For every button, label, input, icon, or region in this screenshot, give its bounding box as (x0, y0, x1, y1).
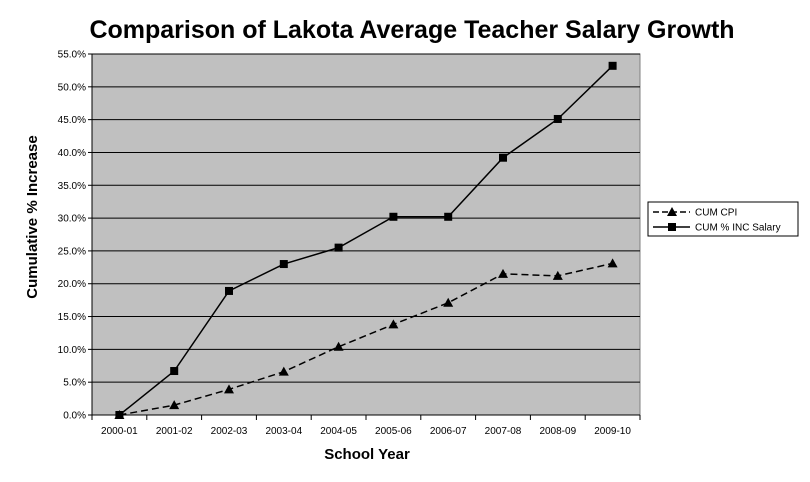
data-point (499, 153, 507, 162)
x-axis-title: School Year (324, 446, 410, 463)
data-point (389, 212, 398, 221)
data-point (115, 411, 124, 419)
data-point (169, 400, 180, 410)
data-point (224, 384, 234, 394)
legend-marker (668, 223, 676, 231)
y-tick-label: 15.0% (58, 312, 86, 323)
data-point (333, 341, 344, 351)
x-tick-label: 2003-04 (265, 426, 302, 437)
data-point (444, 212, 453, 221)
gridlines (92, 53, 640, 383)
data-point (278, 366, 289, 376)
legend-label: CUM % INC Salary (695, 223, 781, 234)
y-tick-label: 5.0% (63, 378, 86, 389)
x-tick-label: 2004-05 (320, 426, 357, 437)
data-point (170, 367, 179, 376)
data-point (279, 260, 288, 269)
data-point (607, 258, 618, 268)
y-tick-label: 45.0% (58, 115, 86, 126)
data-point (334, 243, 343, 252)
x-tick-label: 2001-02 (156, 426, 193, 437)
legend: CUM CPI CUM % INC Salary (647, 201, 799, 237)
x-tick-label: 2002-03 (211, 426, 248, 437)
y-tick-label: 55.0% (58, 50, 86, 61)
data-point (553, 114, 562, 123)
y-tick-label: 40.0% (58, 148, 86, 159)
data-point (443, 297, 454, 307)
x-tick-label: 2007-08 (485, 426, 522, 437)
legend-label: CUM CPI (695, 208, 737, 219)
x-tick-label: 2008-09 (539, 426, 576, 437)
data-point (552, 270, 563, 280)
series-2 (115, 61, 617, 419)
x-tick-label: 2000-01 (101, 426, 138, 437)
y-tick-label: 50.0% (58, 82, 86, 93)
y-tick-label: 25.0% (58, 246, 86, 257)
y-tick-label: 0.0% (63, 411, 86, 422)
x-tick-label: 2006-07 (430, 426, 467, 437)
legend-marker (667, 207, 677, 216)
data-point (225, 286, 233, 295)
chart-title: Comparison of Lakota Average Teacher Sal… (89, 16, 734, 44)
data-point (388, 319, 399, 329)
data-point (498, 268, 508, 278)
y-tick-label: 35.0% (58, 181, 86, 192)
y-tick-label: 30.0% (58, 214, 86, 225)
data-point (608, 61, 617, 70)
x-tick-label: 2005-06 (375, 426, 412, 437)
y-tick-label: 10.0% (58, 345, 86, 356)
series-layer (114, 61, 618, 419)
y-axis-title: Cumulative % Increase (24, 135, 41, 298)
y-tick-label: 20.0% (58, 279, 86, 290)
axes (88, 53, 641, 420)
tick-labels: 0.0% 5.0% 10.0% 15.0% 20.0% 25.0% 30.0% 35.0% 40… (58, 50, 632, 438)
series-line (118, 65, 614, 416)
x-tick-label: 2009-10 (594, 426, 631, 437)
plot-area (91, 53, 641, 416)
